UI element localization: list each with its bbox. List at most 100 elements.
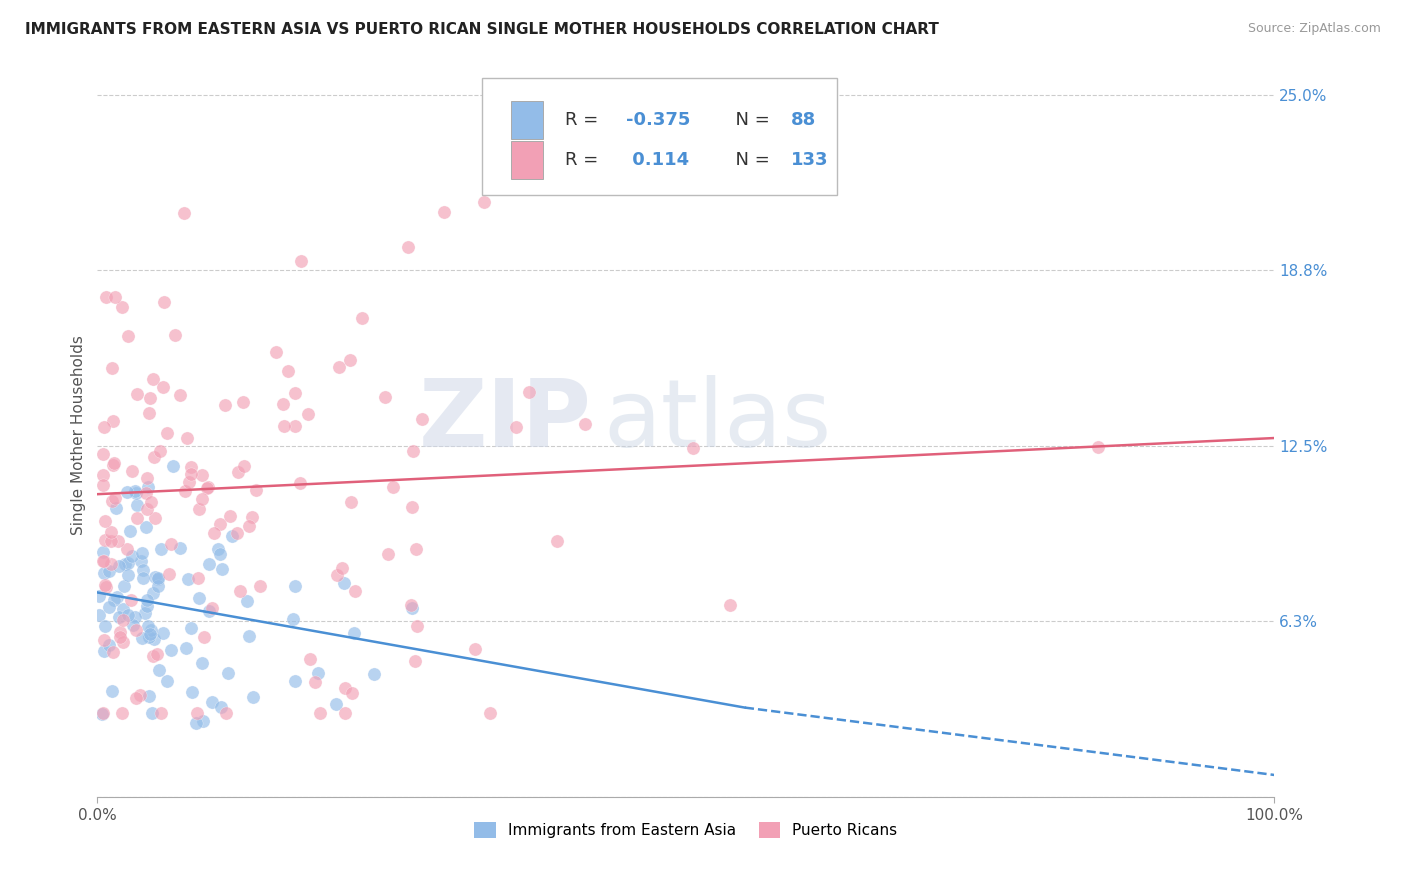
Point <box>209 517 232 532</box>
Point <box>139 391 162 405</box>
Point <box>138 406 160 420</box>
Point <box>94 290 117 304</box>
Point <box>91 478 114 492</box>
Point <box>404 654 426 668</box>
Point <box>93 566 115 581</box>
Point <box>308 706 330 720</box>
Point <box>89 589 111 603</box>
Point <box>290 253 312 268</box>
Point <box>94 514 117 528</box>
Point <box>124 484 146 499</box>
Point <box>148 572 170 586</box>
Point <box>1087 441 1109 455</box>
Point <box>401 599 423 613</box>
Point <box>127 386 149 401</box>
Point <box>187 571 209 585</box>
Point <box>177 572 200 586</box>
Legend: Immigrants from Eastern Asia, Puerto Ricans: Immigrants from Eastern Asia, Puerto Ric… <box>468 816 904 844</box>
Text: -0.375: -0.375 <box>626 112 690 129</box>
Point <box>186 706 208 721</box>
Point <box>150 541 173 556</box>
Point <box>90 706 112 721</box>
Point <box>233 458 256 473</box>
Bar <box>510 141 544 178</box>
Point <box>396 240 419 254</box>
Point <box>105 500 128 515</box>
Point <box>111 613 134 627</box>
Point <box>101 493 124 508</box>
Point <box>149 444 172 458</box>
Point <box>201 695 224 709</box>
Point <box>136 480 159 494</box>
Point <box>191 468 214 483</box>
Point <box>342 686 364 700</box>
Point <box>464 642 486 657</box>
Point <box>98 565 121 579</box>
Point <box>145 647 167 661</box>
Point <box>111 706 134 721</box>
Point <box>273 418 295 433</box>
Point <box>114 557 136 571</box>
Point <box>277 363 299 377</box>
Point <box>198 604 221 618</box>
Point <box>142 450 165 464</box>
Point <box>128 688 150 702</box>
Point <box>381 480 404 494</box>
Point <box>219 508 242 523</box>
Point <box>232 395 254 409</box>
Point <box>169 541 191 555</box>
Point <box>103 593 125 607</box>
Point <box>98 599 121 614</box>
Point <box>125 690 148 705</box>
Point <box>184 716 207 731</box>
Point <box>209 547 232 561</box>
Point <box>131 546 153 560</box>
Point <box>177 475 200 490</box>
Point <box>145 511 167 525</box>
FancyBboxPatch shape <box>482 78 837 194</box>
Point <box>174 484 197 499</box>
Point <box>271 397 294 411</box>
Point <box>148 571 170 585</box>
Point <box>129 554 152 568</box>
Text: 0.114: 0.114 <box>626 151 689 169</box>
Point <box>101 414 124 428</box>
Point <box>125 498 148 512</box>
Point <box>142 648 165 663</box>
Point <box>180 459 202 474</box>
Point <box>142 372 165 386</box>
Point <box>188 502 211 516</box>
Point <box>111 635 134 649</box>
Point <box>117 556 139 570</box>
Point <box>284 386 307 401</box>
Point <box>401 500 423 515</box>
Point <box>229 584 252 599</box>
Point <box>94 580 117 594</box>
Point <box>121 463 143 477</box>
Point <box>682 441 704 455</box>
Point <box>284 419 307 434</box>
Text: Source: ZipAtlas.com: Source: ZipAtlas.com <box>1247 22 1381 36</box>
Point <box>122 618 145 632</box>
Point <box>174 641 197 656</box>
Point <box>328 359 350 374</box>
Point <box>152 626 174 640</box>
Point <box>181 685 204 699</box>
Point <box>87 608 110 623</box>
Point <box>238 519 260 533</box>
Point <box>115 542 138 557</box>
Point <box>284 579 307 593</box>
Point <box>226 465 249 479</box>
Point <box>180 621 202 635</box>
Point <box>131 563 153 577</box>
Point <box>93 643 115 657</box>
Point <box>108 558 131 573</box>
Point <box>104 289 127 303</box>
Point <box>173 206 195 220</box>
Point <box>363 667 385 681</box>
Point <box>202 525 225 540</box>
Point <box>574 417 596 431</box>
Point <box>136 599 159 613</box>
Point <box>112 602 135 616</box>
Point <box>91 447 114 461</box>
